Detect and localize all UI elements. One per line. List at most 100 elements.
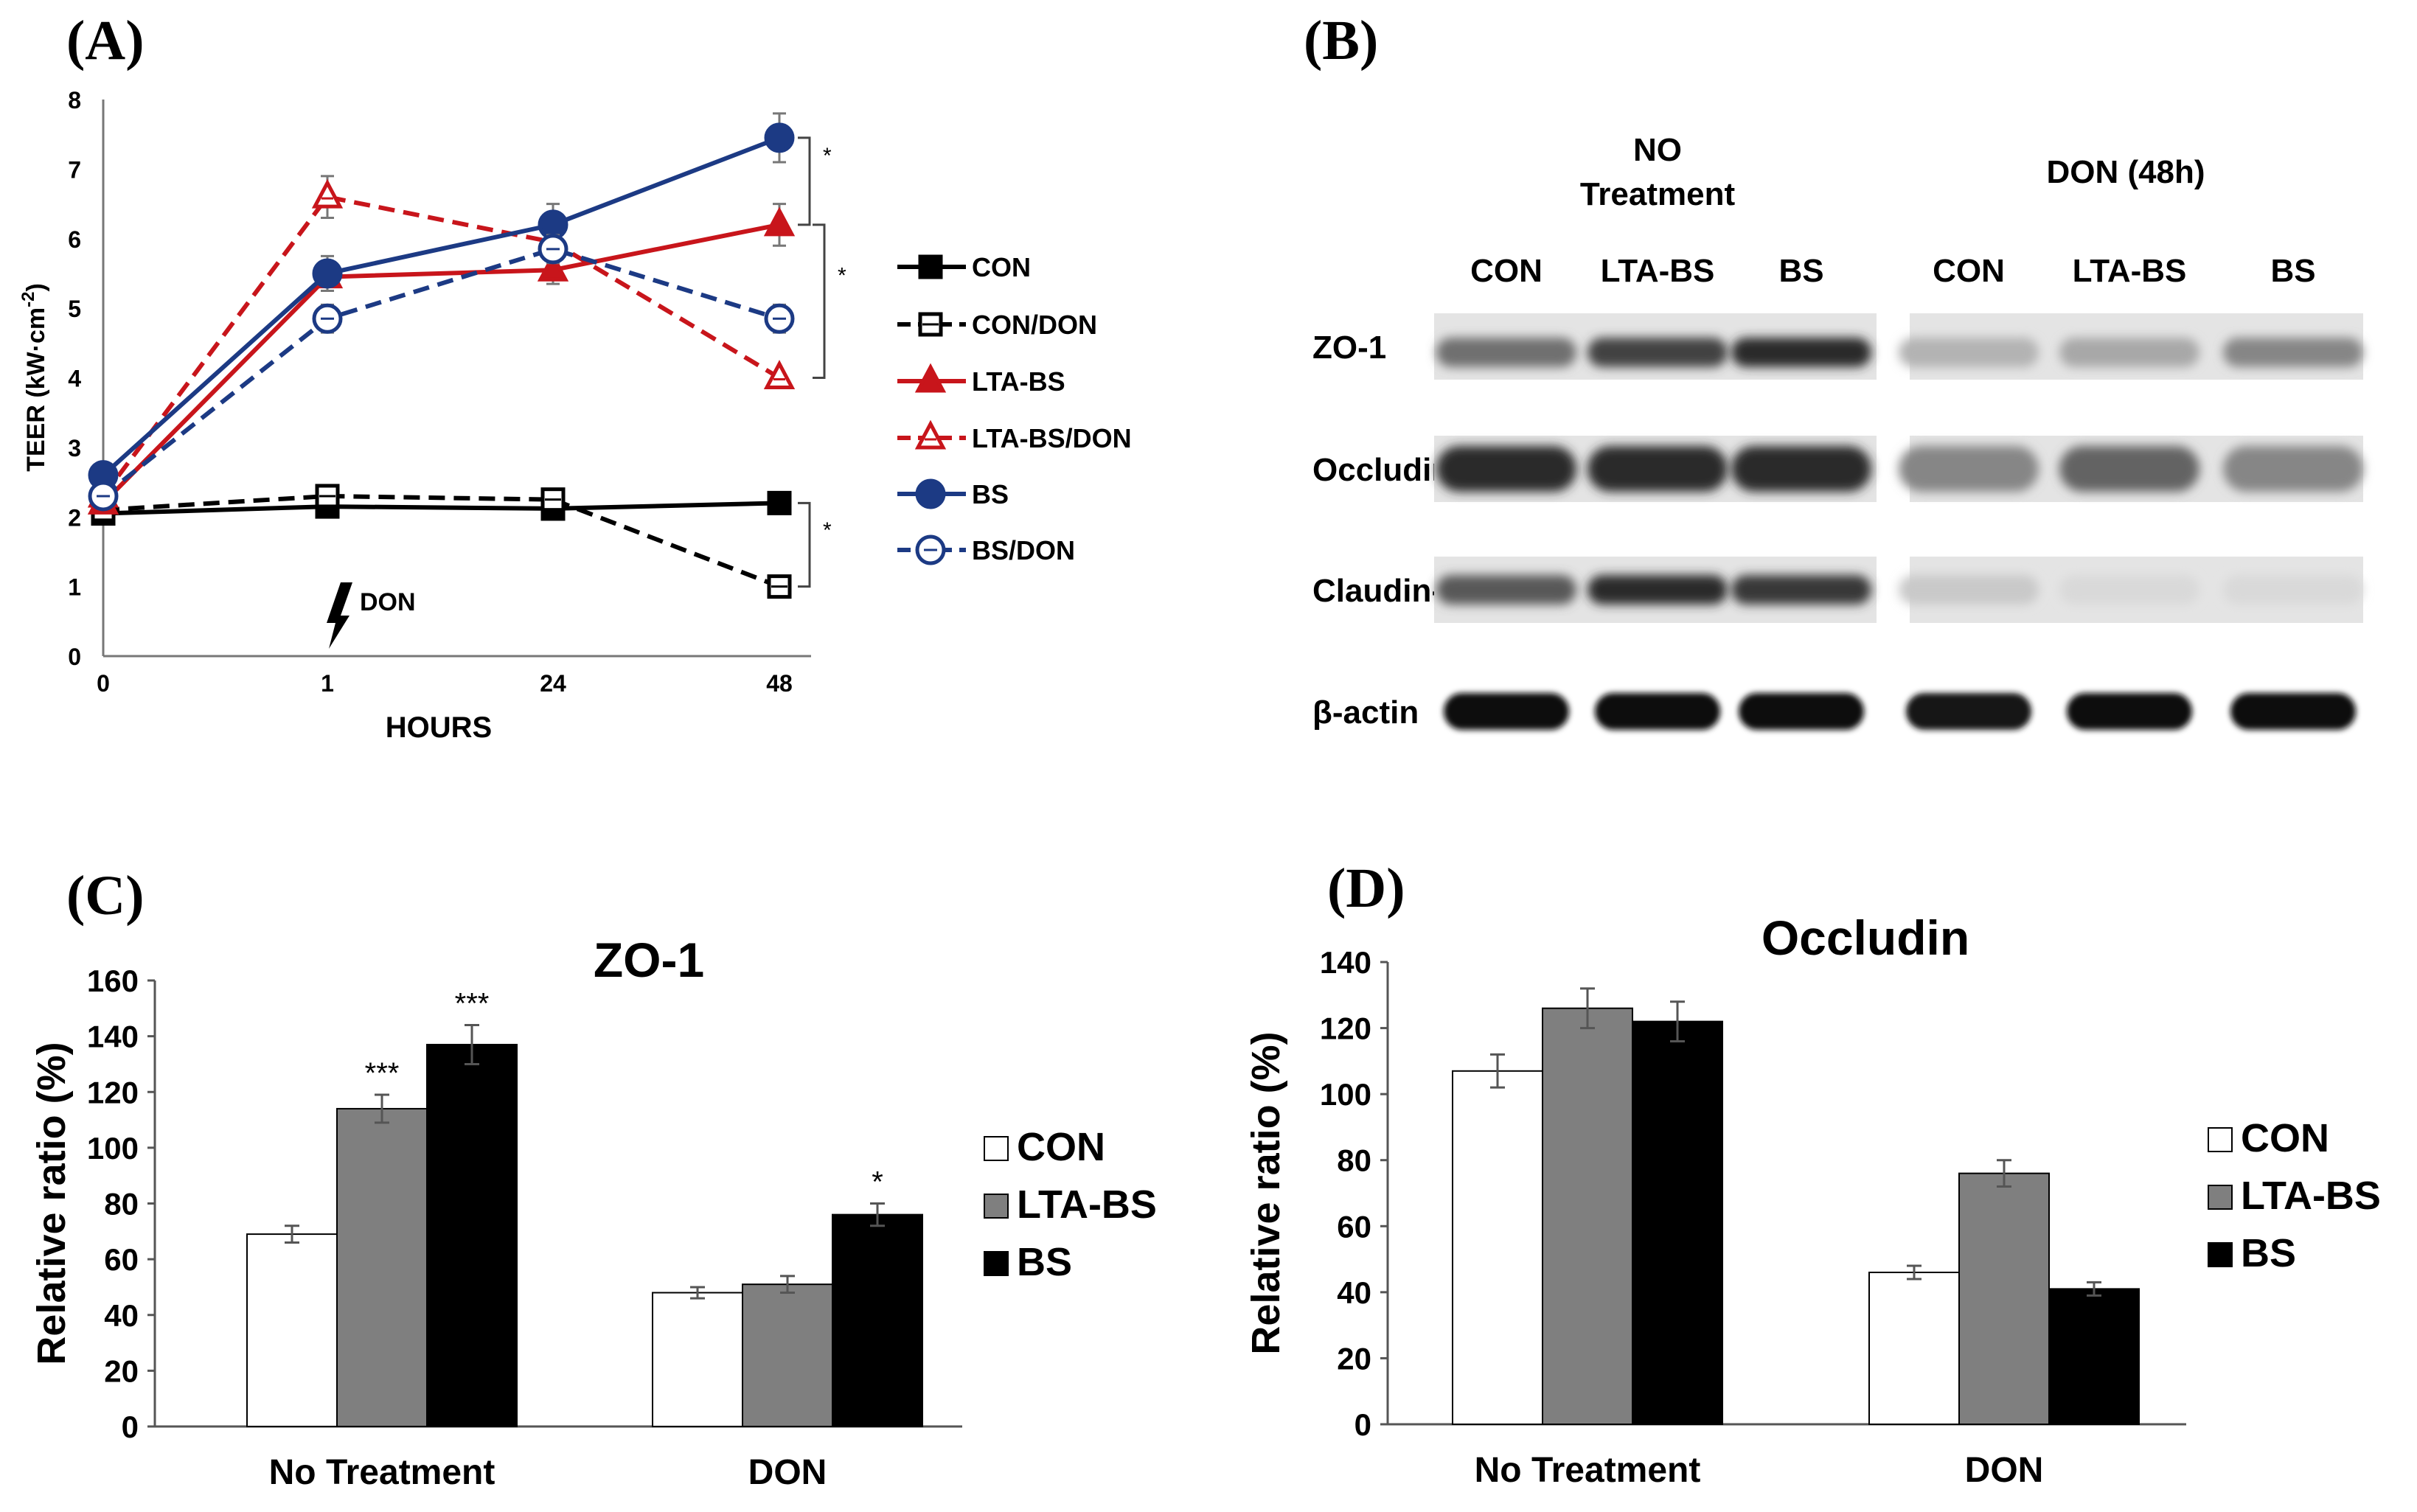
blot-band [2059, 338, 2199, 367]
series-line [102, 493, 781, 589]
blot-protein-label: ZO-1 [1312, 330, 1386, 366]
y-tick-label: 100 [87, 1131, 139, 1166]
y-tick-label: 20 [1337, 1341, 1371, 1376]
y-tick-label: 60 [1337, 1209, 1371, 1244]
y-tick-label: 80 [104, 1187, 139, 1222]
blot-lane-label: CON [1933, 253, 2005, 289]
data-point [767, 490, 792, 515]
zo1-bar-chart: ZO-1 0 20 40 60 80 100 120 140 160 Relative ratio … [29, 933, 1157, 1492]
bar-bs [832, 1213, 923, 1427]
series-line [101, 194, 781, 498]
data-point [311, 178, 344, 209]
legend-marker [915, 478, 946, 509]
bar-bs [2048, 1288, 2140, 1425]
legend-item: BS [897, 478, 1009, 509]
bar-con [652, 1292, 743, 1427]
blot-band [1587, 338, 1728, 367]
y-tick-label: 5 [68, 296, 81, 322]
x-axis-title: HOURS [386, 711, 492, 744]
y-tick-label: 120 [87, 1075, 139, 1109]
y-tick-label: 1 [68, 574, 81, 601]
legend-label: CON [1017, 1125, 1105, 1169]
legend-item: CON [897, 252, 1031, 282]
series-con-don [91, 484, 792, 599]
bar-con [1452, 1070, 1543, 1425]
legend-swatch [984, 1194, 1009, 1219]
teer-line-chart: 0 1 2 3 4 5 6 7 8 0 1 24 48 HOURS TEER (kW·cm-2) * * * DON… [18, 87, 1132, 744]
blot-band [1436, 338, 1576, 367]
y-tick-label: 4 [68, 366, 81, 392]
blot-lane-label: BS [1778, 253, 1823, 289]
blot-band [1731, 575, 1871, 605]
bar-lta-bs [336, 1107, 428, 1427]
y-tick-label: 80 [1337, 1143, 1371, 1178]
x-tick-label: 1 [321, 670, 334, 697]
bar-bs [1632, 1020, 1723, 1425]
x-category-label: No Treatment [269, 1453, 495, 1492]
legend-label: BS [972, 479, 1009, 509]
x-category-label: DON [748, 1453, 827, 1492]
blot-band [1731, 338, 1871, 367]
legend-swatch [2208, 1242, 2233, 1267]
blot-band [1731, 446, 1871, 492]
y-tick-label: 140 [1320, 945, 1371, 980]
blot-band [1906, 693, 2031, 730]
series-bs [88, 112, 795, 491]
y-tick-label: 40 [104, 1298, 139, 1333]
blot-lane-label: LTA-BS [1601, 253, 1715, 289]
data-point [312, 258, 343, 289]
y-tick-label: 40 [1337, 1275, 1371, 1310]
data-point [763, 206, 796, 237]
chart-title: ZO-1 [594, 933, 704, 987]
y-tick-label: 0 [68, 644, 81, 670]
y-tick-label: 6 [68, 226, 81, 253]
western-blot-panel: NO Treatment DON (48h) CON LTA-BS BS CON LTA… [1312, 132, 2363, 731]
significance-label: *** [455, 988, 490, 1020]
legend-item: LTA-BS [897, 363, 1065, 397]
bar-con [1868, 1271, 1960, 1425]
significance-bracket [813, 223, 826, 379]
panel-label-d: (D) [1327, 857, 1405, 919]
legend-swatch [984, 1251, 1009, 1276]
y-tick-label: 120 [1320, 1011, 1371, 1046]
legend-label: LTA-BS/DON [972, 423, 1132, 453]
y-tick-label: 0 [122, 1410, 139, 1444]
blot-band [2067, 693, 2192, 730]
y-tick-label: 140 [87, 1020, 139, 1054]
significance-label: * [872, 1166, 883, 1199]
blot-band [1587, 446, 1728, 492]
x-category-label: No Treatment [1475, 1451, 1701, 1490]
significance-star: * [838, 264, 846, 288]
don-annotation: DON [360, 588, 416, 616]
legend-item: CON/DON [897, 310, 1097, 340]
data-point [763, 360, 796, 389]
series-bs-don [88, 234, 795, 512]
panel-label-a: (A) [66, 10, 145, 72]
y-tick-label: 2 [68, 504, 81, 531]
blot-band [1436, 575, 1576, 605]
blot-band [2223, 446, 2363, 492]
panel-label-b: (B) [1304, 10, 1378, 72]
blot-protein-label: Occludin [1312, 452, 1451, 488]
panel-label-c: (C) [66, 865, 145, 927]
x-category-label: DON [1965, 1451, 2044, 1490]
blot-band [1899, 575, 2039, 605]
legend-swatch [2208, 1185, 2233, 1210]
significance-label: *** [365, 1057, 400, 1090]
bar-lta-bs [1542, 1007, 1633, 1425]
blot-group-no-treatment-line2: Treatment [1580, 176, 1736, 212]
significance-bracket [798, 501, 811, 588]
series-line [101, 222, 780, 505]
blot-protein-label: β-actin [1312, 694, 1419, 731]
legend-label: LTA-BS [972, 366, 1065, 397]
bar-con [246, 1233, 338, 1427]
significance-star: * [823, 518, 832, 543]
series-lta-bs-don [87, 175, 796, 508]
blot-band [2059, 575, 2199, 605]
legend-label: LTA-BS [2241, 1174, 2381, 1218]
series-line [102, 501, 780, 516]
legend-label: CON [972, 252, 1031, 282]
y-tick-label: 160 [87, 964, 139, 998]
bar-lta-bs [742, 1283, 833, 1427]
y-tick-label: 3 [68, 435, 81, 461]
